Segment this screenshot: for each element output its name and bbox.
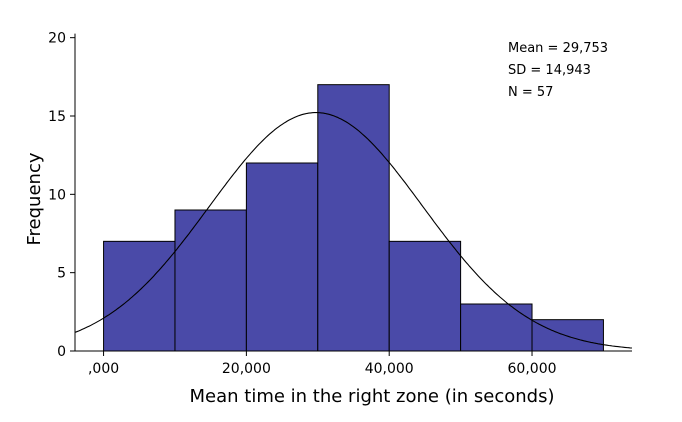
histogram-bar-1 <box>103 240 176 352</box>
y-tick-label-1: 5 <box>57 266 66 282</box>
x-tick-label-3: 60,000 <box>508 361 557 377</box>
histogram-bar-4 <box>317 84 390 352</box>
x-tick-label-1: 20,000 <box>222 361 271 377</box>
x-axis-ticks: ,000 20,000 40,000 60,000 <box>88 351 557 377</box>
stat-mean: Mean = 29,753 <box>508 41 608 56</box>
histogram-bar-6 <box>460 303 533 352</box>
y-tick-label-2: 10 <box>48 187 66 203</box>
stat-n: N = 57 <box>508 85 553 100</box>
x-tick-label-2: 40,000 <box>365 361 414 377</box>
y-axis-title: Frequency <box>24 152 45 245</box>
histogram-bar-5 <box>388 240 462 352</box>
histogram-bar-7 <box>531 319 604 352</box>
y-tick-label-0: 0 <box>57 344 66 360</box>
histogram-bar-2 <box>174 209 247 352</box>
histogram-bar-3 <box>245 162 319 352</box>
normal-distribution-curve <box>74 112 633 349</box>
x-tick-label-0: ,000 <box>88 361 119 377</box>
y-tick-label-3: 15 <box>48 109 66 125</box>
histogram-bars <box>103 84 604 352</box>
stat-sd: SD = 14,943 <box>508 63 591 78</box>
y-tick-label-4: 20 <box>48 31 66 47</box>
y-axis-ticks: 0 5 10 15 20 <box>48 31 75 360</box>
x-axis-title: Mean time in the right zone (in seconds) <box>190 386 555 407</box>
